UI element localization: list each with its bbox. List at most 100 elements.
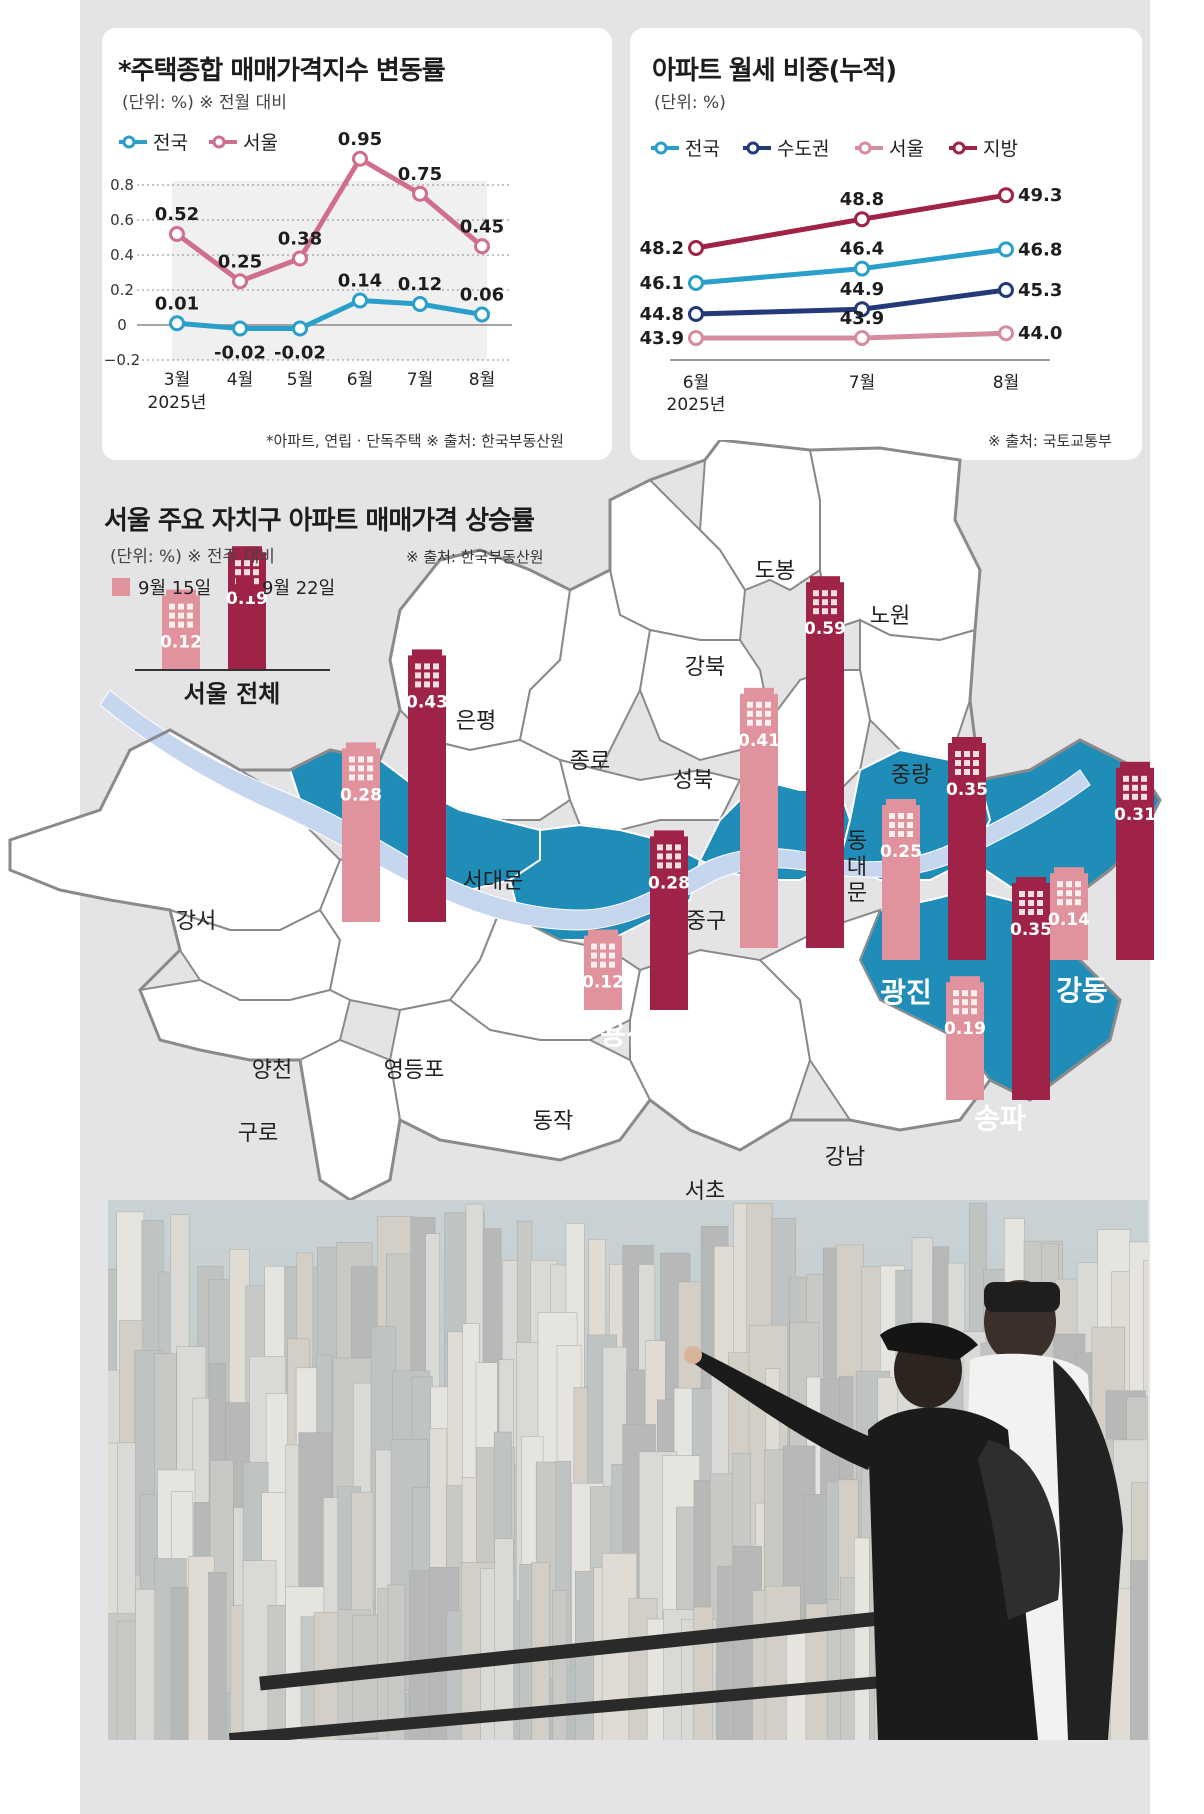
label-gangseo: 강서: [176, 909, 216, 934]
bar-sep22-마포-roof: [412, 649, 442, 658]
bar-sep15-강동: [1050, 873, 1088, 960]
window: [907, 813, 913, 819]
seoul-total-label: 서울 전체: [184, 680, 281, 708]
rent-share-title: 아파트 월세 비중(누적): [652, 56, 897, 86]
window: [973, 769, 979, 775]
window: [609, 952, 615, 959]
city-photo-illustration: [108, 1200, 1148, 1740]
window: [253, 560, 259, 567]
window: [657, 862, 663, 869]
window: [424, 681, 430, 688]
window: [349, 774, 355, 781]
legend-rent-nationwide-marker: [651, 141, 679, 154]
data-point: [352, 292, 368, 309]
data-point: [998, 187, 1014, 204]
city-photo: [108, 1200, 1148, 1740]
legend-nationwide-marker: [119, 135, 147, 148]
data-label: 46.8: [1018, 239, 1062, 260]
price-index-subtitle: (단위: %) ※ 전월 대비: [122, 93, 287, 113]
window: [953, 999, 959, 1006]
window: [591, 961, 597, 968]
data-point: [688, 306, 704, 322]
data-point: [232, 273, 248, 290]
bar-sep22-강동: [1116, 767, 1154, 960]
data-label: 48.8: [840, 189, 884, 210]
bar-sep15-송파-label: 0.19: [944, 1019, 986, 1039]
legend-rent-capital-label: 수도권: [777, 138, 830, 160]
window: [831, 608, 837, 615]
legend-rent-seoul-label: 서울: [889, 138, 924, 160]
window: [591, 943, 597, 950]
label-seongbuk: 성북: [673, 768, 713, 793]
price-index-panel: *주택종합 매매가격지수 변동률 (단위: %) ※ 전월 대비 전국 서울 0…: [102, 28, 612, 460]
bar-sep15-용산-label: 0.12: [582, 973, 624, 993]
bar-sep22-광진-roof: [952, 737, 982, 745]
bar-sep15-강동-roof: [1054, 867, 1084, 876]
district-gangseo: [9, 728, 342, 931]
price-index-chart: 0.8 0.6 0.4 0.2 0 −0.2 0.01 -0.02 -0.02 0.14 0.12…: [104, 129, 512, 413]
x-tick-label: 6월: [683, 373, 709, 393]
window: [358, 774, 364, 781]
label-guro: 구로: [238, 1121, 278, 1146]
legend-sep15: 9월 15일: [112, 574, 211, 600]
bar-sep15-마포-roof: [346, 742, 376, 751]
data-label: 43.9: [640, 328, 684, 349]
legend-rent-capital-marker: [743, 141, 771, 154]
window: [907, 822, 913, 828]
window: [178, 621, 184, 628]
label-dongdaemun: 동 대 문: [847, 829, 867, 906]
window: [831, 590, 837, 597]
data-label: 0.12: [398, 274, 442, 295]
window: [765, 701, 771, 708]
window: [973, 760, 979, 766]
data-point: [232, 320, 248, 337]
building: [552, 1590, 568, 1740]
window: [822, 608, 828, 615]
data-point: [998, 241, 1014, 258]
label-dongjak: 동작: [533, 1109, 573, 1134]
legend-rent-regional-label: 지방: [983, 138, 1018, 160]
rent-share-footnote: ※ 출처: 국토교통부: [988, 432, 1112, 450]
label-gwangjin: 광진: [880, 976, 932, 1009]
window: [1066, 899, 1072, 906]
legend-seoul: 서울: [208, 128, 278, 155]
data-label: 0.14: [338, 271, 382, 292]
building: [854, 1537, 870, 1740]
x-tick-label: 3월: [164, 370, 190, 390]
window: [424, 672, 430, 679]
window: [813, 599, 819, 606]
price-index-footnote: *아파트, 연립 · 단독주택 ※ 출처: 한국부동산원: [266, 432, 564, 450]
bar-sep15-마포-label: 0.28: [340, 785, 382, 805]
data-point: [854, 211, 870, 228]
legend-nationwide: 전국: [118, 128, 188, 155]
window: [253, 569, 259, 576]
window: [433, 672, 439, 679]
building: [208, 1571, 227, 1740]
window: [962, 990, 968, 997]
window: [657, 853, 663, 860]
data-label: 48.2: [640, 238, 684, 259]
window: [666, 862, 672, 869]
label-eunpyeong: 은평: [456, 709, 496, 734]
label-gangbuk: 강북: [685, 655, 725, 680]
window: [1019, 900, 1025, 906]
legend-sep22: 9월 22일: [236, 574, 335, 600]
data-point: [474, 238, 490, 255]
data-point: [412, 185, 428, 202]
window: [813, 590, 819, 597]
bar-sep22-강동-roof: [1120, 761, 1150, 770]
window: [169, 612, 175, 619]
legend-seoul-label: 서울: [243, 132, 278, 154]
window: [1028, 900, 1034, 906]
window: [1057, 890, 1063, 897]
window: [747, 719, 753, 726]
series-line-서울: [696, 330, 1007, 341]
district-bars: 0.12 0.19 0.28 0.43 0.12 0.28 0.41 0.59 0.25 0.35…: [135, 546, 1156, 1100]
rent-share-panel: 아파트 월세 비중(누적) (단위: %) 전국 수도권 서울 지방 46.1 4…: [630, 28, 1142, 460]
window: [971, 999, 977, 1006]
window: [756, 719, 762, 726]
year-label: 2025년: [148, 393, 207, 413]
window: [349, 756, 355, 763]
series-line-전국: [176, 298, 483, 331]
data-label: 44.0: [1018, 323, 1062, 344]
